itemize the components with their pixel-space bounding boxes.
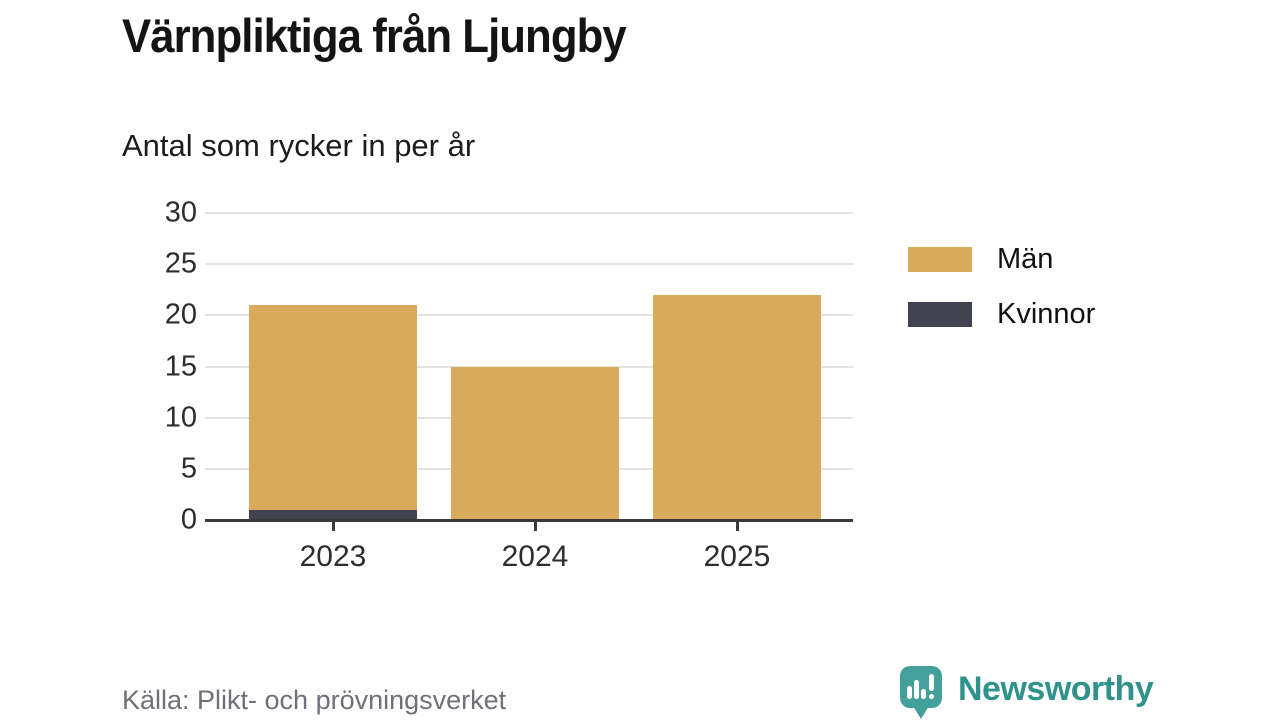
brand-logo: Newsworthy: [900, 666, 1154, 720]
y-tick-label: 25: [164, 247, 197, 280]
y-axis-labels: 0 5 10 15 20 25 30: [110, 197, 197, 536]
bar-segment-män-2023: [249, 305, 417, 510]
x-tick: [331, 522, 335, 531]
y-tick-label: 10: [164, 401, 197, 434]
x-tick: [533, 522, 537, 531]
legend-label-men: Män: [997, 243, 1054, 275]
legend: Män Kvinnor: [908, 243, 1095, 331]
chart-subtitle: Antal som rycker in per år: [122, 128, 476, 163]
legend-label-kvinnor: Kvinnor: [997, 298, 1096, 330]
y-tick-label: 0: [180, 503, 197, 536]
x-tick: [735, 522, 739, 531]
legend-swatch-kvinnor: [908, 302, 972, 327]
legend-item-kvinnor: Kvinnor: [908, 298, 1095, 331]
gridline: [205, 212, 853, 214]
y-tick-label: 5: [180, 452, 197, 485]
gridline: [205, 314, 853, 317]
bar-segment-män-2024: [451, 366, 619, 520]
bar-segment-kvinnor-2023: [249, 509, 417, 520]
y-tick-label: 20: [164, 298, 197, 331]
x-tick-label: 2024: [501, 540, 569, 573]
plot-area: [205, 212, 853, 520]
x-axis-line: [205, 519, 853, 522]
brand-wordmark: Newsworthy: [958, 670, 1154, 708]
bar-segment-män-2025: [653, 294, 821, 520]
x-tick-label: 2023: [299, 540, 367, 573]
gridline: [205, 263, 853, 266]
y-tick-label: 30: [164, 196, 197, 229]
legend-swatch-men: [908, 247, 972, 272]
page-title: Värnpliktiga från Ljungby: [122, 9, 627, 62]
newsworthy-speech-bubble-chart-icon: [900, 666, 943, 720]
x-tick-label: 2025: [703, 540, 771, 573]
legend-item-men: Män: [908, 243, 1095, 276]
y-tick-label: 15: [164, 350, 197, 382]
source-attribution: Källa: Plikt- och prövningsverket: [122, 685, 507, 715]
